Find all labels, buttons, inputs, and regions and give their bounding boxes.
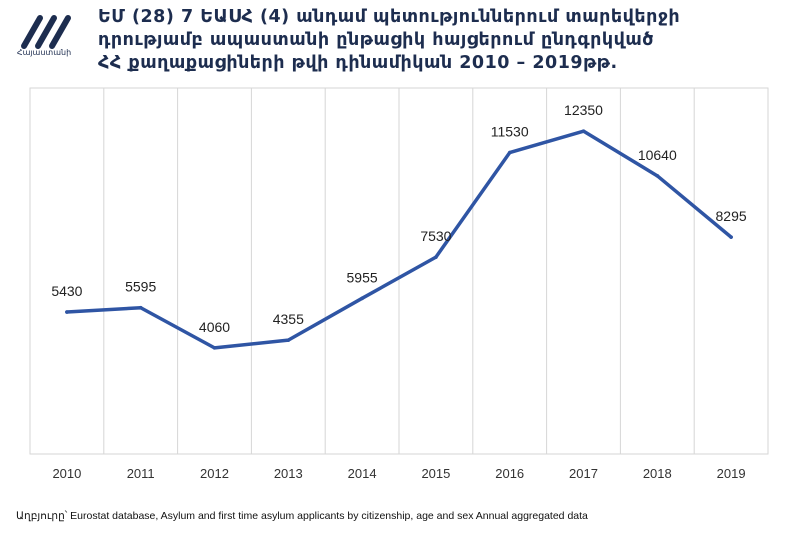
data-label: 5595 [125,279,156,295]
data-point [434,255,438,259]
x-tick-label: 2010 [52,466,81,481]
x-tick-label: 2019 [717,466,746,481]
x-tick-label: 2014 [348,466,377,481]
data-point [138,305,143,310]
title-line-2: դրությամբ ապաստանի ընթացիկ հայցերում ընդ… [98,30,654,50]
chart-title: ԵՄ (28) 7 ԵԱՍՀ (4) անդամ պետություններու… [98,6,788,75]
data-label: 10640 [638,147,677,163]
data-label: 12350 [564,102,603,118]
data-point [360,296,364,301]
data-point [65,310,69,314]
data-label: 5955 [347,269,378,285]
title-line-3: ՀՀ քաղաքացիների թվի դինամիկան 2010 – 201… [98,53,618,73]
data-point [286,338,291,342]
data-label: 11530 [491,124,529,140]
data-label: 4355 [273,311,304,327]
data-label: 8295 [716,208,747,224]
source-note: Աղբյուրը՝ Eurostat database, Asylum and … [16,510,588,522]
data-point [581,129,586,133]
data-point [507,150,512,155]
logo-text: Հայաստանի [16,48,72,57]
data-label: 4060 [199,319,230,335]
data-point [729,235,733,239]
title-line-1: ԵՄ (28) 7 ԵԱՍՀ (4) անդամ պետություններու… [98,7,681,27]
x-tick-label: 2018 [643,466,672,481]
logo-mark-icon [21,15,71,49]
data-point [212,346,217,350]
x-tick-label: 2012 [200,466,229,481]
line-chart: 2010 2011 2012 2013 2014 2015 2016 2017 2018 2019… [29,87,769,481]
x-tick-label: 2015 [421,466,450,481]
data-label: 7530 [420,228,451,244]
data-label: 5430 [51,283,82,299]
x-tick-label: 2017 [569,466,598,481]
x-tick-label: 2013 [274,466,303,481]
x-tick-label: 2011 [127,466,155,481]
series-line [65,129,733,350]
data-point [655,174,660,178]
logo [8,6,80,68]
x-tick-label: 2016 [495,466,524,481]
